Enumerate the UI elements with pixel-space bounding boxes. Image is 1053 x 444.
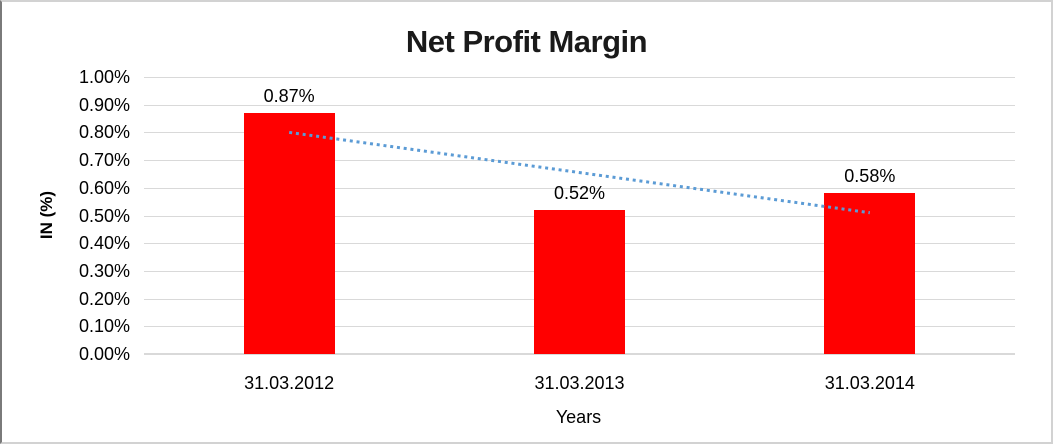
y-tick-label: 0.50% [78, 205, 130, 226]
bar [824, 193, 916, 354]
y-tick-label: 1.00% [78, 67, 130, 87]
y-tick-label: 0.70% [78, 150, 130, 171]
bar [243, 113, 335, 354]
x-tick-label: 31.03.2013 [534, 373, 625, 393]
y-tick-label: 0.30% [78, 260, 130, 281]
bar-data-label: 0.52% [553, 182, 606, 203]
y-tick-label: 0.00% [78, 344, 130, 364]
y-tick-label: 0.40% [78, 233, 130, 254]
x-tick-label: 31.03.2012 [244, 373, 335, 393]
gridline [144, 104, 1015, 106]
y-tick-label: 0.80% [78, 122, 130, 143]
x-axis-title: Years [555, 407, 602, 427]
y-tick-label: 0.20% [78, 288, 130, 309]
y-tick-label: 0.90% [78, 94, 130, 115]
gridline [144, 77, 1015, 78]
chart-title: Net Profit Margin [405, 24, 648, 59]
bar [534, 209, 625, 354]
x-axis-line [144, 353, 1015, 355]
bar-data-label: 0.87% [263, 86, 315, 106]
bar-data-label: 0.58% [844, 166, 896, 187]
x-tick-label: 31.03.2014 [824, 373, 915, 393]
y-tick-label: 0.60% [78, 177, 130, 198]
y-tick-label: 0.10% [78, 316, 130, 337]
